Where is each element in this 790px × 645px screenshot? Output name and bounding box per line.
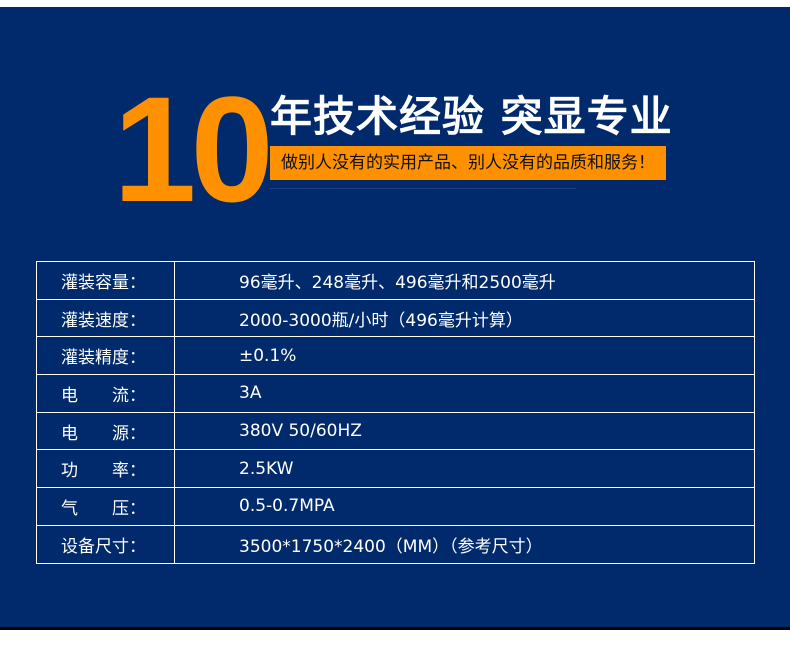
- years-number: 10: [113, 65, 274, 233]
- spec-table: 灌装容量： 96毫升、248毫升、496毫升和2500毫升 灌装速度： 2000-30…: [36, 261, 755, 564]
- table-row: 灌装速度： 2000-3000瓶/小时（496毫升计算）: [36, 298, 755, 338]
- fine-print: ……………………………………………………………………………………………………………: [270, 186, 576, 190]
- spec-value: 96毫升、248毫升、496毫升和2500毫升: [174, 261, 755, 300]
- headline: 年技术经验 突显专业: [270, 92, 673, 141]
- table-row: 电 流： 3A: [36, 374, 755, 413]
- spec-value: 3A: [174, 374, 755, 413]
- table-row: 灌装容量： 96毫升、248毫升、496毫升和2500毫升: [36, 261, 755, 300]
- table-row: 灌装精度： ±0.1%: [36, 336, 755, 376]
- table-row: 功 率： 2.5KW: [36, 449, 755, 489]
- spec-value: 3500*1750*2400（MM）（参考尺寸）: [174, 524, 755, 564]
- spec-label: 灌装容量：: [36, 261, 175, 300]
- spec-label: 灌装精度：: [36, 336, 175, 376]
- spec-value: 2000-3000瓶/小时（496毫升计算）: [174, 298, 755, 338]
- spec-value: ±0.1%: [174, 336, 755, 376]
- spec-value: 2.5KW: [174, 449, 755, 489]
- slogan-banner: 做别人没有的实用产品、别人没有的品质和服务！: [270, 146, 666, 180]
- divider: [0, 627, 790, 630]
- spec-label: 气 压：: [36, 487, 175, 526]
- spec-value: 380V 50/60HZ: [174, 411, 755, 451]
- table-row: 设备尺寸： 3500*1750*2400（MM）（参考尺寸）: [36, 524, 755, 564]
- spec-label: 电 流：: [36, 374, 175, 413]
- spec-label: 灌装速度：: [36, 298, 175, 338]
- spec-label: 电 源：: [36, 411, 175, 451]
- table-row: 电 源： 380V 50/60HZ: [36, 411, 755, 451]
- spec-label: 功 率：: [36, 449, 175, 489]
- spec-value: 0.5-0.7MPA: [174, 487, 755, 526]
- table-row: 气 压： 0.5-0.7MPA: [36, 487, 755, 526]
- spec-label: 设备尺寸：: [36, 524, 175, 564]
